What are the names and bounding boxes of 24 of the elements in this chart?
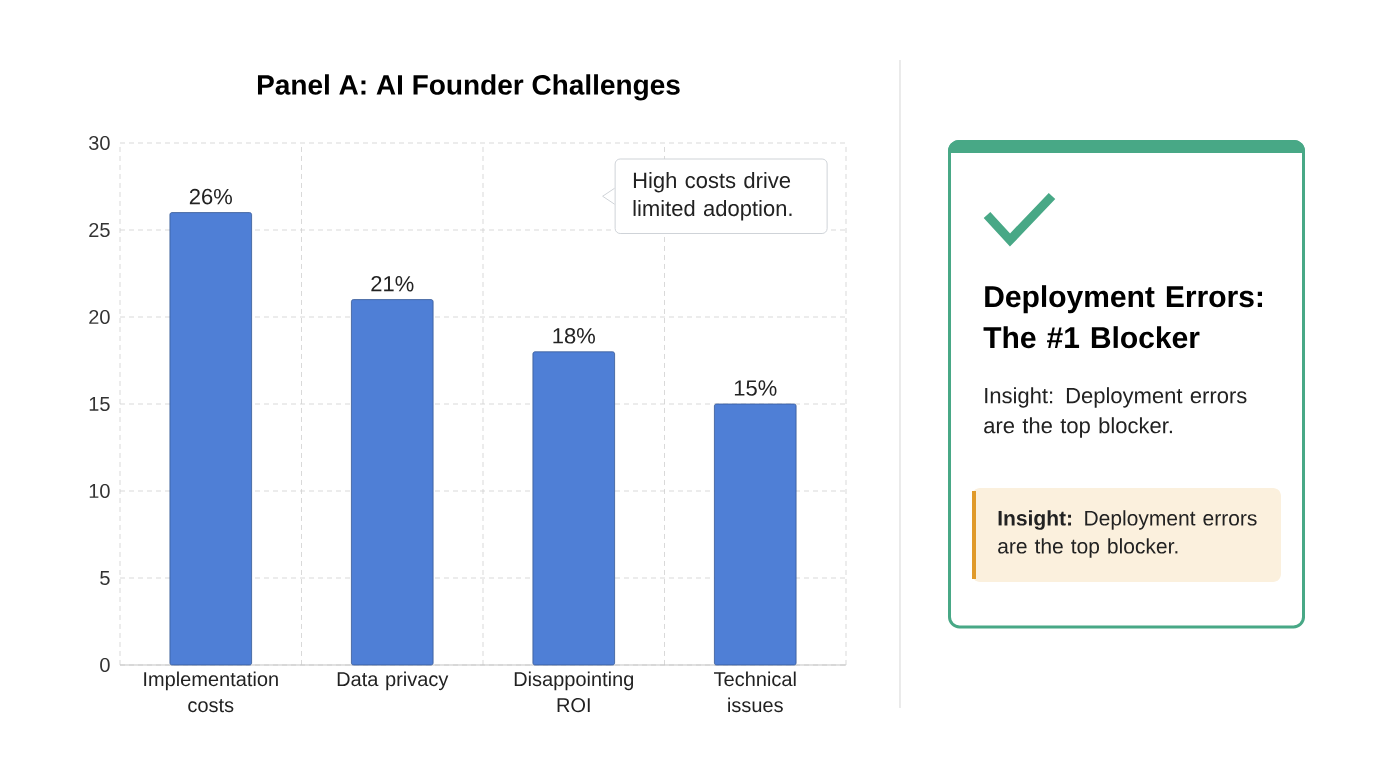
y-tick-label: 20 (89, 309, 110, 325)
data-label: 15% (734, 380, 777, 396)
data-label: 21% (371, 275, 414, 292)
bar (714, 403, 797, 666)
annotation: High costs drive limited adoption. (633, 171, 792, 221)
x-tick-label: Disappointing ROI (514, 671, 634, 713)
y-tick-label: 0 (100, 657, 110, 673)
chart-title: Panel A: AI Founder Challenges (257, 74, 680, 101)
y-tick-label: 30 (89, 135, 110, 151)
y-tick-label: 10 (89, 483, 110, 499)
text: Insight: Deployment errors are the top blocker. (984, 387, 1247, 438)
bar (532, 351, 615, 666)
x-tick-label: Technical issues (714, 671, 796, 713)
bar (351, 299, 434, 666)
text: Insight: Deployment errors are the top blocker. (998, 510, 1257, 558)
bar (169, 212, 252, 666)
x-tick-label: Implementation costs (144, 671, 278, 713)
y-tick-label: 25 (89, 222, 110, 238)
data-label: 18% (553, 328, 595, 344)
text: Deployment Errors: The #1 Blocker (983, 285, 1263, 349)
y-tick-label: 15 (89, 397, 110, 411)
y-tick-label: 5 (100, 571, 110, 585)
x-tick-label: Data privacy (337, 671, 449, 691)
data-label: 26% (189, 188, 232, 205)
